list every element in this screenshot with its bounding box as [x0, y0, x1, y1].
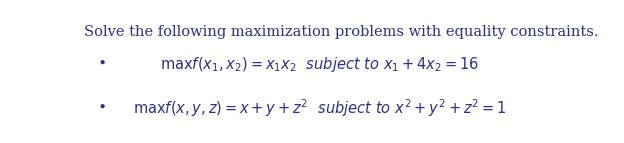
Text: $\bullet$: $\bullet$	[97, 54, 106, 68]
Text: $\bullet$: $\bullet$	[97, 98, 106, 112]
Text: Solve the following maximization problems with equality constraints.: Solve the following maximization problem…	[84, 25, 599, 39]
Text: $\max f(x, y, z) = x + y + z^2\ \ \mathit{subject\ to}\ x^2 + y^2 + z^2 = 1$: $\max f(x, y, z) = x + y + z^2\ \ \mathi…	[133, 98, 507, 119]
Text: $\max f(x_1, x_2) = x_1 x_2\ \ \mathit{subject\ to}\ x_1 + 4x_2 = 16$: $\max f(x_1, x_2) = x_1 x_2\ \ \mathit{s…	[160, 55, 479, 74]
